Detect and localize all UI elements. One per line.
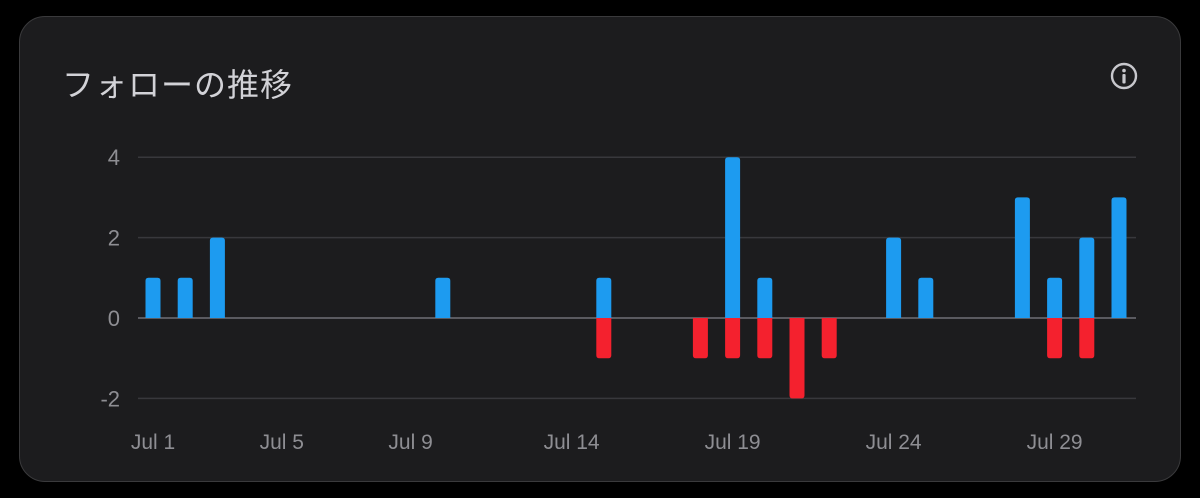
- bar-negative[interactable]: [1079, 318, 1095, 359]
- bar-positive[interactable]: [435, 277, 451, 318]
- bar-negative[interactable]: [821, 318, 837, 359]
- bar-negative[interactable]: [725, 318, 741, 359]
- bar-positive[interactable]: [757, 277, 773, 318]
- bar-positive[interactable]: [1079, 237, 1095, 318]
- bars: [145, 157, 1127, 399]
- bar-positive[interactable]: [1014, 197, 1030, 318]
- x-axis-ticks: Jul 1 Jul 5 Jul 9 Jul 14 Jul 19 Jul 24 Jul 29: [131, 431, 1083, 454]
- bar-positive[interactable]: [177, 277, 193, 318]
- y-tick-label: -2: [100, 386, 120, 411]
- x-tick-label: Jul 1: [131, 431, 175, 454]
- bar-negative[interactable]: [596, 318, 612, 359]
- bar-positive[interactable]: [886, 237, 902, 318]
- y-tick-label: 4: [108, 145, 120, 170]
- x-tick-label: Jul 19: [705, 431, 761, 454]
- card-title: フォローの推移: [62, 66, 294, 104]
- bar-negative[interactable]: [789, 318, 805, 399]
- x-tick-label: Jul 29: [1027, 431, 1083, 454]
- bar-positive[interactable]: [596, 277, 612, 318]
- bar-positive[interactable]: [145, 277, 161, 318]
- bar-positive[interactable]: [1047, 277, 1063, 318]
- x-tick-label: Jul 5: [260, 431, 304, 454]
- bar-negative[interactable]: [692, 318, 708, 359]
- x-tick-label: Jul 9: [388, 431, 432, 454]
- bar-negative[interactable]: [1047, 318, 1063, 359]
- bar-positive[interactable]: [725, 157, 741, 318]
- info-circle-icon[interactable]: [1110, 62, 1138, 90]
- grid-lines: [138, 156, 1136, 400]
- x-tick-label: Jul 24: [866, 431, 922, 454]
- bar-positive[interactable]: [1111, 197, 1127, 318]
- bar-positive[interactable]: [918, 277, 934, 318]
- bar-positive[interactable]: [209, 237, 225, 318]
- y-tick-label: 2: [108, 226, 120, 251]
- x-tick-label: Jul 14: [544, 431, 600, 454]
- y-tick-label: 0: [108, 306, 120, 331]
- bar-negative[interactable]: [757, 318, 773, 359]
- y-axis-ticks: 4 2 0 -2: [100, 145, 120, 411]
